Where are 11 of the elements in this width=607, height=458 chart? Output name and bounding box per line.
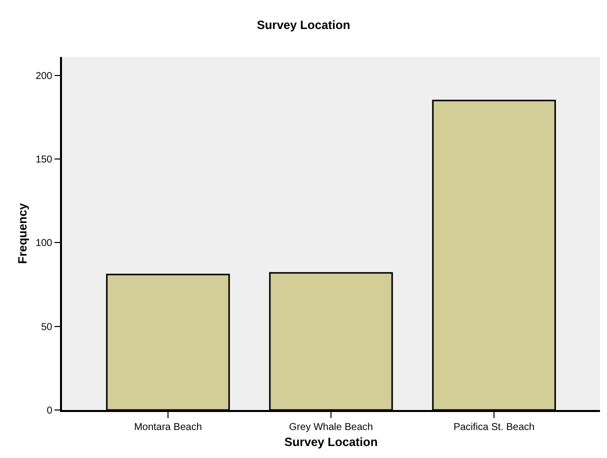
y-tick-label: 0 — [46, 406, 53, 416]
y-tick-label: 50 — [41, 322, 53, 333]
x-tick-label: Pacifica St. Beach — [453, 422, 535, 433]
x-tick-label: Montara Beach — [134, 422, 202, 433]
x-tick-label: Grey Whale Beach — [289, 422, 373, 433]
y-axis-title: Frequency — [15, 202, 30, 264]
y-tick-label: 200 — [36, 70, 53, 82]
y-tick-label: 150 — [36, 154, 53, 166]
x-axis-title: Survey Location — [284, 435, 378, 450]
chart-title: Survey Location — [256, 18, 350, 32]
y-tick-label: 100 — [36, 238, 53, 250]
